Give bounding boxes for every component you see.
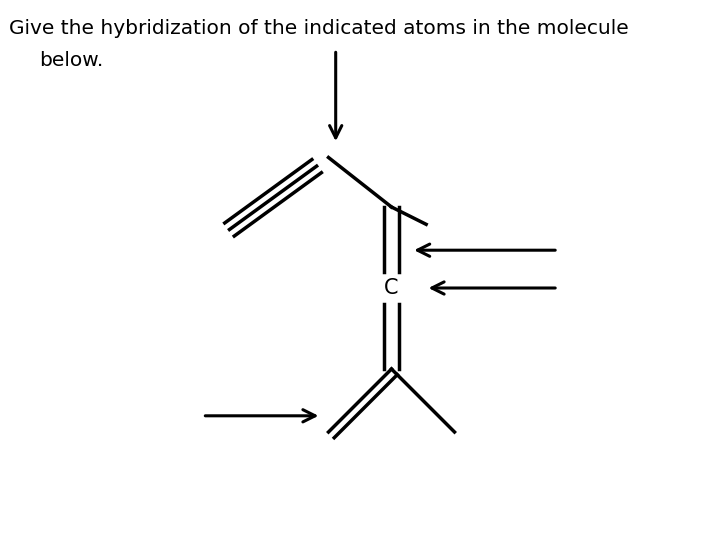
Text: C: C: [384, 278, 399, 298]
Text: Give the hybridization of the indicated atoms in the molecule: Give the hybridization of the indicated …: [9, 19, 629, 38]
Text: below.: below.: [40, 51, 104, 70]
